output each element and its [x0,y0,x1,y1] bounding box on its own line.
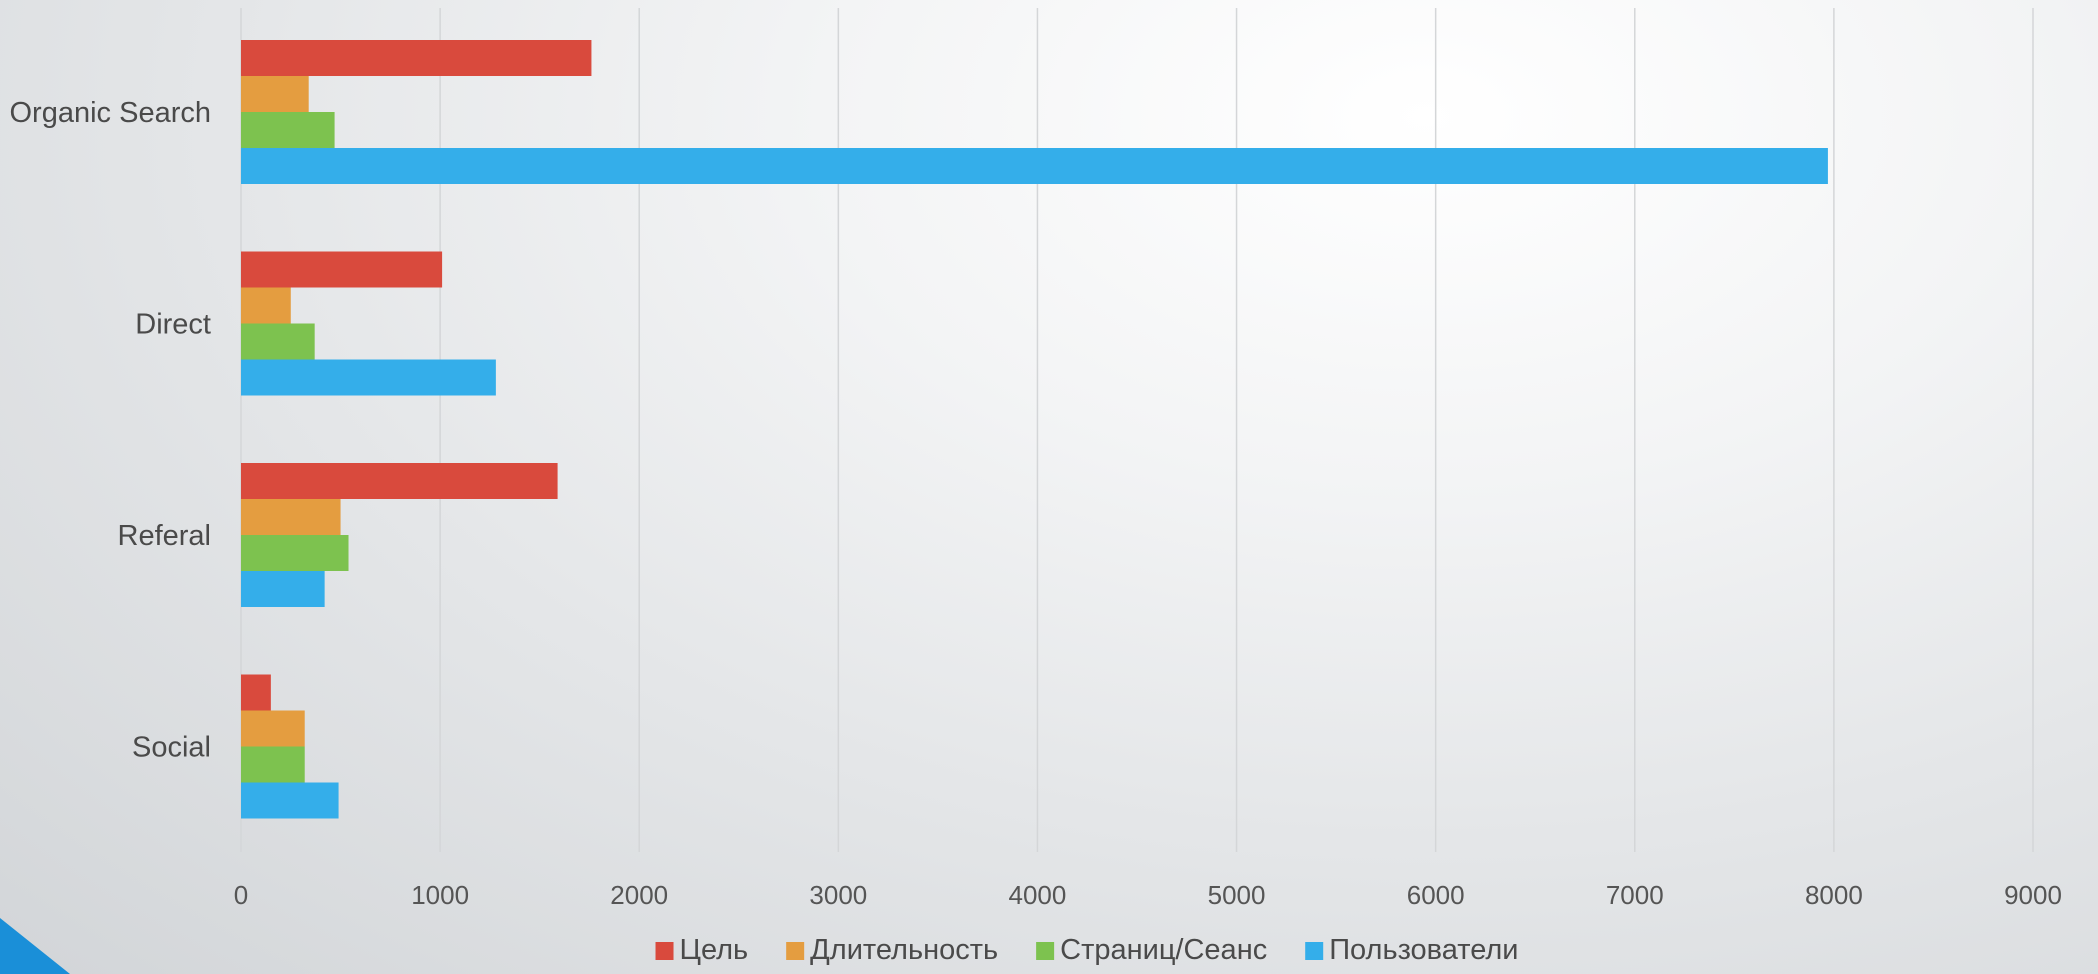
bar-direct-series-0 [241,251,443,288]
legend-swatch-1 [786,942,805,960]
grid-lines [240,8,2034,852]
category-label-referal: Referal [118,520,212,552]
legend-item-3: Пользователи [1305,934,1518,966]
bar-referal-series-2 [241,535,349,571]
x-tick-label-2000: 2000 [610,880,668,910]
legend-label-3: Пользователи [1329,934,1518,966]
bar-direct-series-1 [241,287,291,324]
category-label-organic-search: Organic Search [10,97,212,129]
x-tick-label-4000: 4000 [1009,880,1067,910]
x-tick-label-6000: 6000 [1407,880,1465,910]
bar-direct-series-2 [241,323,315,360]
bar-organic-search-series-2 [241,112,335,148]
bar-social-series-2 [241,746,305,783]
bar-organic-search-series-3 [241,148,1828,184]
legend-label-0: Цель [680,934,749,966]
bars [241,40,1828,819]
bar-social-series-3 [241,782,339,819]
x-tick-label-1000: 1000 [411,880,469,910]
legend: Цель Длительность Страниц/Сеанс Пользовател… [655,934,1518,966]
x-tick-label-0: 0 [234,880,248,910]
bar-social-series-0 [241,674,271,711]
bar-referal-series-0 [241,463,558,499]
legend-item-0: Цель [655,934,749,966]
legend-item-1: Длительность [786,934,998,966]
legend-item-2: Страниц/Сеанс [1036,934,1267,966]
category-label-direct: Direct [135,309,211,341]
category-label-social: Social [132,732,211,764]
bar-organic-search-series-1 [241,76,309,112]
bar-referal-series-3 [241,571,325,607]
x-tick-label-8000: 8000 [1805,880,1863,910]
x-axis-tick-labels: 0 1000 2000 3000 4000 5000 6000 7000 8000 9000 [234,880,2062,910]
x-tick-label-9000: 9000 [2004,880,2062,910]
bar-organic-search-series-0 [241,40,592,76]
legend-swatch-2 [1036,942,1055,960]
legend-label-2: Страниц/Сеанс [1060,934,1267,966]
x-tick-label-5000: 5000 [1208,880,1266,910]
category-labels: Organic Search Direct Referal Social [10,97,212,764]
x-tick-label-7000: 7000 [1606,880,1664,910]
legend-swatch-0 [655,942,674,960]
bar-referal-series-1 [241,499,341,535]
bar-direct-series-3 [241,359,496,396]
x-tick-label-3000: 3000 [809,880,867,910]
legend-label-1: Длительность [810,934,998,966]
corner-decoration [0,918,70,974]
legend-swatch-3 [1305,942,1324,960]
bar-social-series-1 [241,710,305,747]
